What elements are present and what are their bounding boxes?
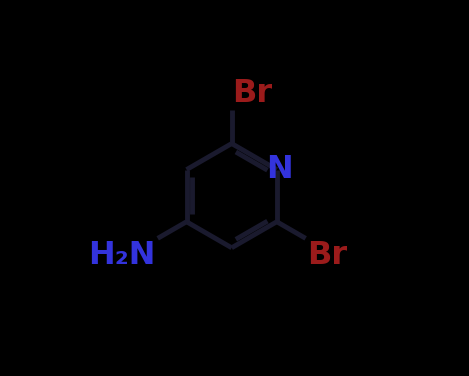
Text: Br: Br bbox=[232, 78, 272, 109]
Text: N: N bbox=[266, 154, 293, 185]
Text: H₂N: H₂N bbox=[89, 240, 156, 271]
Text: Br: Br bbox=[307, 240, 348, 271]
